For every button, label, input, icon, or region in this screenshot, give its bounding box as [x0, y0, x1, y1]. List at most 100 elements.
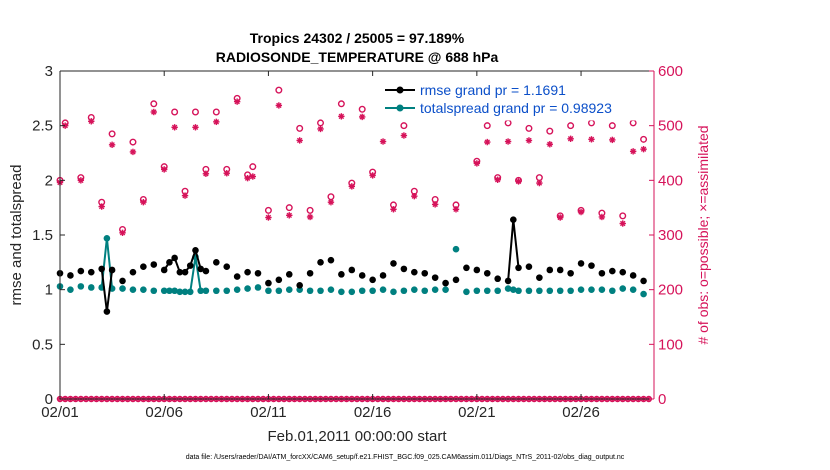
asterisk-stroke	[296, 137, 303, 144]
asterisk-stroke	[328, 199, 334, 205]
totalspread-point	[525, 287, 533, 295]
asterisk-stroke	[474, 160, 480, 167]
rmse-point	[98, 265, 105, 273]
asterisk-stroke	[630, 148, 636, 155]
rmse-point	[609, 267, 616, 275]
obs-assimilated-marker	[233, 98, 241, 105]
obs-possible-marker	[129, 138, 137, 146]
totalspread-point	[494, 287, 501, 295]
rmse-point	[296, 281, 303, 289]
totalspread-point	[140, 286, 147, 293]
totalspread-point	[619, 285, 627, 292]
rmse-point	[244, 268, 251, 276]
totalspread-point	[67, 286, 74, 293]
rmse-point	[140, 263, 147, 271]
x-tick-label: 02/16	[354, 404, 392, 421]
totalspread-point	[567, 287, 574, 295]
rmse-point	[254, 269, 262, 277]
rmse-point	[411, 268, 418, 276]
totalspread-point	[275, 287, 283, 295]
rmse-point	[192, 247, 199, 254]
obs-possible-marker	[337, 100, 345, 108]
totalspread-point	[306, 287, 314, 295]
rmse-point	[473, 266, 481, 274]
obs-assimilated-marker	[567, 135, 574, 142]
totalspread-point	[186, 288, 194, 296]
rmse-point	[275, 276, 283, 284]
asterisk-stroke	[151, 109, 157, 115]
obs-assimilated-marker	[494, 176, 501, 183]
asterisk-stroke	[578, 209, 584, 215]
obs-possible-marker	[546, 127, 554, 135]
x-tick-label: 02/01	[41, 404, 79, 421]
obs-possible-marker	[317, 119, 325, 127]
obs-assimilated-marker	[484, 138, 491, 146]
asterisk-stroke	[109, 142, 115, 148]
x-axis-label: Feb.01,2011 00:00:00 start	[267, 428, 447, 445]
totalspread-point	[463, 288, 470, 296]
totalspread-point	[411, 286, 418, 293]
asterisk-stroke	[161, 166, 167, 173]
y-right-tick-label: 500	[658, 118, 683, 135]
y-tick-label: 1.5	[32, 227, 53, 244]
legend-totalspread-marker	[396, 104, 404, 112]
totalspread-point	[119, 285, 126, 292]
y-tick-label: 2.5	[32, 118, 53, 135]
asterisk-stroke	[62, 122, 68, 129]
obs-assimilated-marker	[557, 214, 564, 221]
totalspread-point	[556, 287, 564, 295]
totalspread-point	[213, 287, 220, 295]
rmse-line-segment	[507, 219, 515, 282]
totalspread-point	[640, 290, 647, 298]
obs-assimilated-marker	[598, 213, 606, 221]
totalspread-point	[473, 287, 481, 295]
rmse-point	[588, 262, 595, 269]
rmse-point	[150, 261, 158, 268]
totalspread-point	[181, 288, 189, 296]
totalspread-point	[327, 286, 335, 293]
obs-assimilated-marker	[317, 125, 324, 133]
asterisk-stroke	[369, 172, 376, 179]
obs-possible-marker	[483, 122, 491, 130]
totalspread-point	[202, 287, 210, 295]
obs-assimilated-marker	[504, 138, 512, 145]
asterisk-stroke	[192, 124, 199, 131]
asterisk-stroke	[494, 177, 501, 183]
obs-assimilated-marker	[359, 113, 366, 121]
totalspread-point	[431, 286, 439, 293]
obs-assimilated-marker	[88, 118, 95, 125]
asterisk-stroke	[78, 177, 84, 184]
rmse-point	[577, 260, 585, 267]
totalspread-point	[577, 286, 585, 293]
obs-assimilated-marker	[609, 136, 616, 144]
obs-assimilated-marker	[265, 214, 272, 221]
asterisk-stroke	[286, 212, 292, 219]
obs-assimilated-marker	[192, 124, 199, 131]
obs-possible-marker	[108, 130, 116, 138]
obs-assimilated-marker	[629, 148, 637, 155]
rmse-point	[629, 272, 637, 279]
obs-assimilated-marker	[77, 177, 85, 184]
totalspread-point	[442, 286, 449, 293]
asterisk-stroke	[515, 178, 522, 185]
asterisk-stroke	[557, 214, 563, 221]
obs-assimilated-marker	[181, 192, 189, 199]
y-axis-label: rmse and totalspread	[8, 165, 25, 306]
totalspread-point	[197, 287, 204, 295]
totalspread-point	[338, 288, 345, 296]
obs-assimilated-marker	[400, 132, 408, 139]
obs-assimilated-marker	[306, 213, 314, 221]
legend: rmse grand pr = 1.1691 totalspread grand…	[379, 79, 649, 121]
obs-possible-marker	[306, 206, 314, 214]
x-tick-label: 02/11	[250, 404, 286, 421]
obs-possible-marker	[608, 122, 616, 130]
y-tick-label: 1	[45, 282, 53, 299]
asterisk-stroke	[453, 206, 459, 213]
legend-rmse-marker	[396, 86, 404, 94]
asterisk-stroke	[276, 102, 282, 109]
obs-assimilated-marker	[171, 124, 178, 131]
obs-count-markers	[56, 86, 648, 237]
rmse-point	[348, 266, 356, 274]
rmse-point	[358, 272, 366, 279]
obs-assimilated-marker	[411, 192, 418, 200]
